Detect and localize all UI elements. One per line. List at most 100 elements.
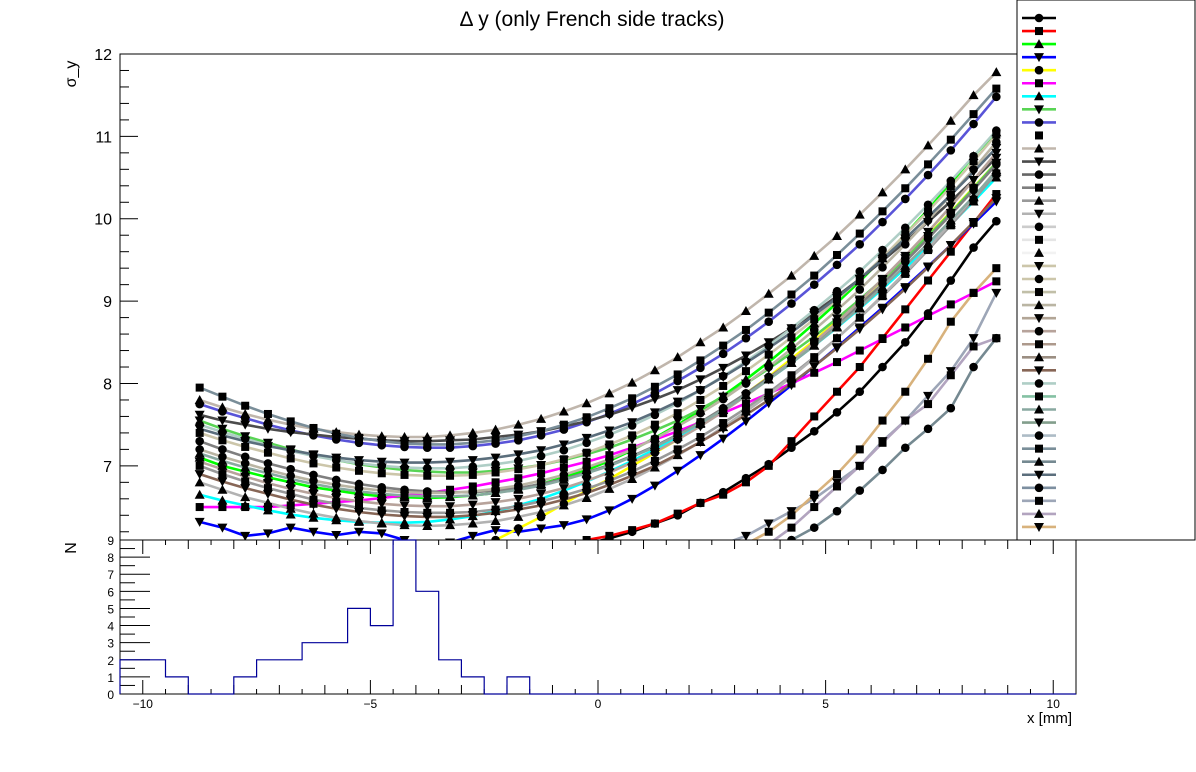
data-point-s24-p33 [946,403,956,413]
data-point-s17-p18 [604,480,615,490]
data-point-s21-p33 [945,190,956,200]
data-point-s18-p28 [832,286,842,296]
data-point-s1-p35 [992,190,1001,199]
data-point-s11-p4 [286,464,296,474]
data-point-s5-p32 [924,311,933,320]
data-point-s20-p2 [241,401,250,410]
data-point-s3-p21 [672,466,683,476]
data-point-s20-p30 [878,207,887,216]
data-point-s21-p16 [558,440,569,450]
data-point-s16-p29 [854,297,865,307]
data-point-s9-p27 [809,250,820,260]
data-point-s16-p3 [262,479,273,489]
data-point-s17-p25 [763,395,774,405]
data-point-s5-p35 [992,277,1001,286]
data-point-s20-p25 [764,308,773,317]
data-point-s9-p30 [877,187,888,197]
data-point-s23-p34 [969,288,978,297]
data-point-s8-p21 [673,376,682,386]
data-point-s21-p35 [991,143,1002,153]
data-point-s15-p26 [787,344,796,354]
data-point-s16-p30 [877,274,888,284]
data-point-s20-p10 [423,440,432,449]
data-point-s20-p31 [901,184,910,193]
data-point-slegend-p26 [1034,352,1044,362]
data-point-slegend-p11 [1034,157,1044,167]
data-point-s13-p27 [809,352,820,362]
data-point-s1-p26 [787,437,796,446]
data-point-s19-p6 [331,483,342,493]
bottom-y-axis-label: N [63,542,80,554]
data-point-s13-p29 [854,312,865,322]
data-point-s19-p35 [991,166,1002,176]
data-point-s8-p34 [969,119,978,129]
data-point-s17-p32 [923,263,934,273]
data-point-s16-p35 [991,148,1002,158]
data-point-s7-p21 [672,416,683,426]
data-point-s14-p10 [423,471,432,480]
data-point-s9-p18 [604,388,615,398]
data-point-s15-p22 [696,408,705,418]
data-point-slegend-p1 [1035,27,1043,36]
data-point-s14-p22 [696,395,705,404]
data-point-s13-p26 [786,371,797,381]
data-point-s25-p26 [787,523,796,532]
data-point-s20-p26 [787,290,796,299]
data-point-s17-p33 [945,241,956,251]
data-point-s9-p33 [945,115,956,125]
data-point-s3-p2 [240,531,251,540]
data-point-s12-p19 [628,467,637,476]
series-lines [194,67,1002,540]
data-point-s12-p20 [650,456,659,465]
data-point-s19-p28 [832,321,842,331]
data-point-s21-p26 [786,328,797,338]
data-point-s11-p35 [992,160,1001,169]
data-point-s16-p10 [422,502,433,512]
data-point-s21-p30 [877,255,888,265]
data-point-s8-p26 [787,299,796,308]
data-point-s19-p14 [513,484,524,494]
data-point-s16-p7 [354,497,364,507]
data-point-s3-p23 [718,434,729,444]
data-point-s21-p32 [923,213,934,223]
data-point-s17-p20 [649,461,660,471]
data-point-s20-p14 [514,432,523,441]
data-point-s3-p16 [558,521,569,531]
data-point-s16-p33 [945,202,956,212]
data-point-s20-p23 [719,341,728,350]
data-point-s20-p28 [833,250,841,259]
data-point-s13-p9 [399,520,410,530]
data-point-s19-p8 [376,488,387,498]
data-point-s20-p21 [673,370,682,379]
hist-y-tick-label: 6 [107,585,114,599]
data-point-s5-p30 [878,335,887,344]
data-point-slegend-p33 [1035,444,1043,453]
data-point-slegend-p9 [1035,131,1043,140]
data-point-s13-p8 [376,518,387,528]
data-point-s19-p11 [445,491,456,501]
data-point-s23-p26 [787,511,796,520]
data-point-s21-p20 [649,408,660,418]
data-point-s10-p5 [308,430,319,440]
data-point-s3-p7 [354,527,364,537]
data-point-s25-p35 [992,334,1001,343]
data-point-slegend-p25 [1035,340,1043,349]
data-point-s14-p11 [446,471,455,480]
data-point-slegend-p3 [1034,53,1044,63]
data-point-s13-p16 [558,500,569,510]
data-point-s9-p28 [832,231,842,241]
data-point-s17-p27 [809,362,820,372]
data-point-s20-p11 [446,440,455,449]
data-point-s17-p17 [581,489,592,499]
data-point-s17-p1 [217,477,228,487]
data-point-slegend-p28 [1034,379,1044,388]
data-point-s14-p3 [263,448,272,457]
data-point-s5-p27 [810,368,819,377]
data-point-s18-p34 [969,151,978,161]
data-point-s21-p18 [604,426,615,436]
data-point-s17-p29 [854,325,865,335]
data-point-s24-p29 [855,486,865,495]
data-point-slegend-p23 [1034,314,1044,324]
data-point-s6-p1 [217,495,228,505]
data-point-s10-p22 [695,375,706,385]
